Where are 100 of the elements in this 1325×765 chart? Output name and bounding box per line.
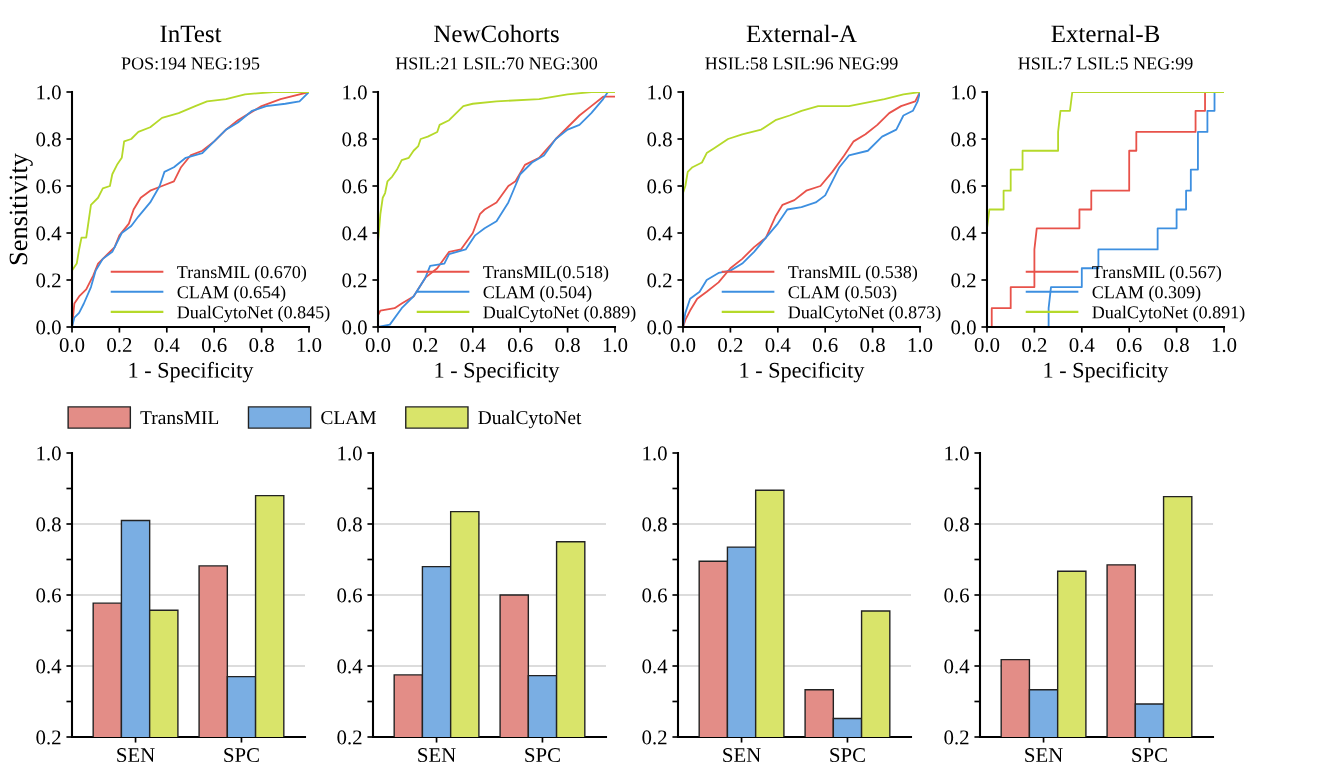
x-tick-label: 0.6 — [507, 338, 533, 353]
x-tick-label: 0.4 — [765, 338, 791, 353]
y-tick-label: 0.2 — [951, 273, 976, 288]
y-tick-label: 0.0 — [647, 320, 672, 335]
x-axis-title: 1 - Specificity — [1044, 361, 1169, 383]
x-tick-label: 0.8 — [1164, 338, 1189, 353]
y-tick-label: 0.8 — [944, 517, 969, 532]
legend-label: DualCytoNet (0.891) — [1092, 305, 1245, 323]
x-axis-title: 1 - Specificity — [435, 361, 560, 383]
chart-subtitle: POS:194 NEG:195 — [121, 57, 260, 70]
x-tick-label: 0.2 — [107, 338, 132, 353]
chart-title: External-B — [1051, 24, 1160, 43]
x-tick-label: SPC — [1132, 748, 1167, 763]
y-tick-label: 1.0 — [648, 85, 672, 100]
y-tick-label: 0.2 — [342, 273, 367, 288]
legend-label: DualCytoNet — [478, 410, 582, 429]
y-tick-label: 0.8 — [342, 132, 367, 147]
y-tick-label: 1.0 — [37, 446, 61, 461]
y-tick-label: 1.0 — [643, 446, 667, 461]
y-tick-label: 0.6 — [337, 588, 362, 603]
x-tick-label: 0.2 — [718, 338, 743, 353]
y-tick-label: 0.8 — [642, 517, 667, 532]
y-tick-label: 0.8 — [647, 132, 672, 147]
y-axis-title: Sensitivity — [9, 153, 33, 265]
x-tick-label: 0.6 — [1116, 338, 1142, 353]
legend-label: DualCytoNet (0.873) — [788, 305, 941, 323]
x-tick-label: 0.0 — [670, 338, 696, 353]
legend-label: DualCytoNet (0.889) — [483, 305, 636, 323]
x-tick-label: SEN — [723, 748, 761, 763]
x-tick-label: 0.4 — [460, 338, 486, 353]
x-tick-label: 0.8 — [555, 338, 580, 353]
y-tick-label: 0.2 — [944, 730, 969, 745]
y-tick-label: 0.6 — [951, 179, 976, 194]
chart-title: InTest — [160, 25, 222, 43]
y-tick-label: 0.8 — [36, 132, 61, 147]
x-tick-label: 0.6 — [201, 338, 227, 353]
legend-label: CLAM (0.309) — [1092, 285, 1201, 302]
legend-label: TransMIL (0.567) — [1092, 265, 1222, 282]
x-tick-label: 1.0 — [1212, 338, 1237, 353]
y-tick-label: 0.2 — [36, 730, 61, 745]
legend-label: TransMIL(0.518) — [483, 265, 609, 282]
y-tick-label: 0.4 — [36, 226, 62, 241]
chart-subtitle: HSIL:58 LSIL:96 NEG:99 — [705, 57, 898, 70]
chart-title: External-A — [746, 24, 857, 43]
y-tick-label: 0.6 — [342, 179, 367, 194]
x-tick-label: 0.8 — [860, 338, 885, 353]
x-tick-label: 0.0 — [974, 338, 1000, 353]
y-tick-label: 1.0 — [952, 85, 976, 100]
x-tick-label: 0.2 — [1022, 338, 1047, 353]
y-tick-label: 0.6 — [647, 179, 672, 194]
legend-label: TransMIL (0.538) — [788, 265, 918, 282]
x-tick-label: 0.8 — [249, 338, 274, 353]
y-tick-label: 0.6 — [36, 588, 61, 603]
y-tick-label: 0.8 — [36, 517, 61, 532]
y-tick-label: 1.0 — [37, 85, 61, 100]
y-tick-label: 0.4 — [944, 659, 970, 674]
x-axis-title: 1 - Specificity — [129, 361, 254, 383]
x-tick-label: 0.2 — [413, 338, 438, 353]
x-tick-label: 0.4 — [1069, 338, 1095, 353]
x-tick-label: 1.0 — [603, 338, 628, 353]
x-tick-label: SEN — [117, 748, 155, 763]
y-tick-label: 0.2 — [36, 273, 61, 288]
x-tick-label: 0.4 — [154, 338, 180, 353]
x-tick-label: SEN — [418, 748, 456, 763]
x-axis-title: 1 - Specificity — [740, 361, 865, 383]
y-tick-label: 0.0 — [342, 320, 367, 335]
y-tick-label: 0.4 — [951, 226, 977, 241]
legend-label: CLAM (0.504) — [483, 285, 592, 302]
y-tick-label: 0.4 — [642, 659, 668, 674]
y-tick-label: 0.4 — [342, 226, 368, 241]
x-tick-label: 0.6 — [812, 338, 838, 353]
legend-label: DualCytoNet (0.845) — [177, 305, 330, 323]
y-tick-label: 1.0 — [338, 446, 362, 461]
y-tick-label: 0.0 — [951, 320, 976, 335]
y-tick-label: 0.0 — [36, 320, 61, 335]
y-tick-label: 0.4 — [647, 226, 673, 241]
y-tick-label: 0.8 — [951, 132, 976, 147]
y-tick-label: 1.0 — [945, 446, 969, 461]
y-tick-label: 0.4 — [36, 659, 62, 674]
y-tick-label: 0.2 — [642, 730, 667, 745]
chart-subtitle: HSIL:21 LSIL:70 NEG:300 — [395, 57, 598, 70]
x-tick-label: SEN — [1025, 748, 1063, 763]
legend-label: TransMIL (0.670) — [177, 265, 307, 282]
y-tick-label: 0.2 — [647, 273, 672, 288]
legend-label: CLAM — [321, 411, 377, 425]
chart-subtitle: HSIL:7 LSIL:5 NEG:99 — [1018, 57, 1193, 70]
legend-label: CLAM (0.654) — [177, 285, 286, 302]
x-tick-label: 1.0 — [297, 338, 322, 353]
y-tick-label: 0.4 — [337, 659, 363, 674]
y-tick-label: 0.6 — [642, 588, 667, 603]
y-tick-label: 0.6 — [944, 588, 969, 603]
chart-title: NewCohorts — [434, 24, 559, 43]
x-tick-label: SPC — [830, 748, 865, 763]
x-tick-label: 0.0 — [365, 338, 391, 353]
y-tick-label: 0.6 — [36, 179, 61, 194]
y-tick-label: 1.0 — [343, 85, 367, 100]
legend-label: CLAM (0.503) — [788, 285, 897, 302]
legend-label: TransMIL — [140, 411, 219, 425]
y-tick-label: 0.2 — [337, 730, 362, 745]
x-tick-label: SPC — [224, 748, 259, 763]
